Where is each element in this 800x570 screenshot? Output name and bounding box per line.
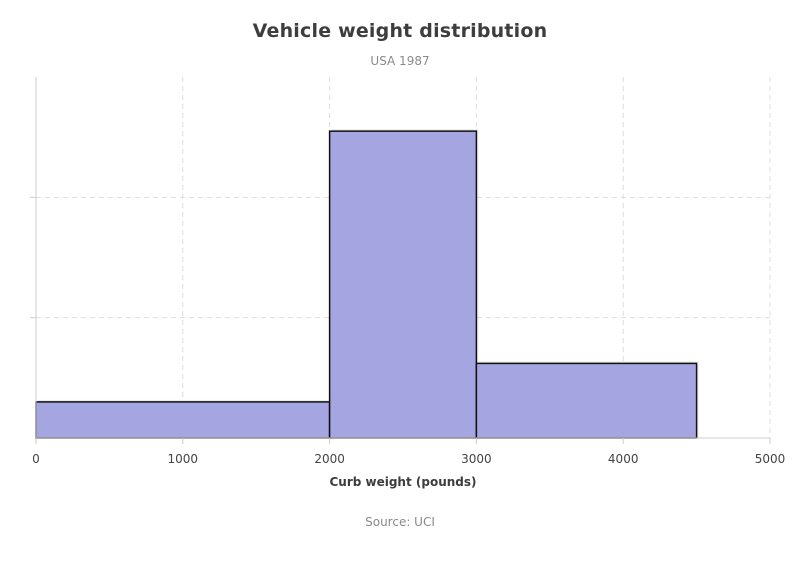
x-tick-label: 0 (32, 452, 40, 466)
chart-subtitle: USA 1987 (370, 54, 430, 68)
x-tick-label: 2000 (314, 452, 345, 466)
histogram-bar (328, 130, 478, 439)
chart-title: Vehicle weight distribution (252, 20, 548, 42)
x-tick-label: 4000 (608, 452, 639, 466)
x-tick-label: 3000 (461, 452, 492, 466)
x-axis-title: Curb weight (pounds) (329, 475, 476, 489)
x-tick-label: 5000 (755, 452, 786, 466)
histogram-bar (35, 401, 331, 439)
chart-source: Source: UCI (365, 515, 435, 529)
x-tick-label: 1000 (168, 452, 199, 466)
histogram-bar (475, 362, 698, 439)
axes: 0 1000 2000 3000 4000 5000 (30, 77, 785, 466)
histogram-bars (35, 129, 699, 439)
